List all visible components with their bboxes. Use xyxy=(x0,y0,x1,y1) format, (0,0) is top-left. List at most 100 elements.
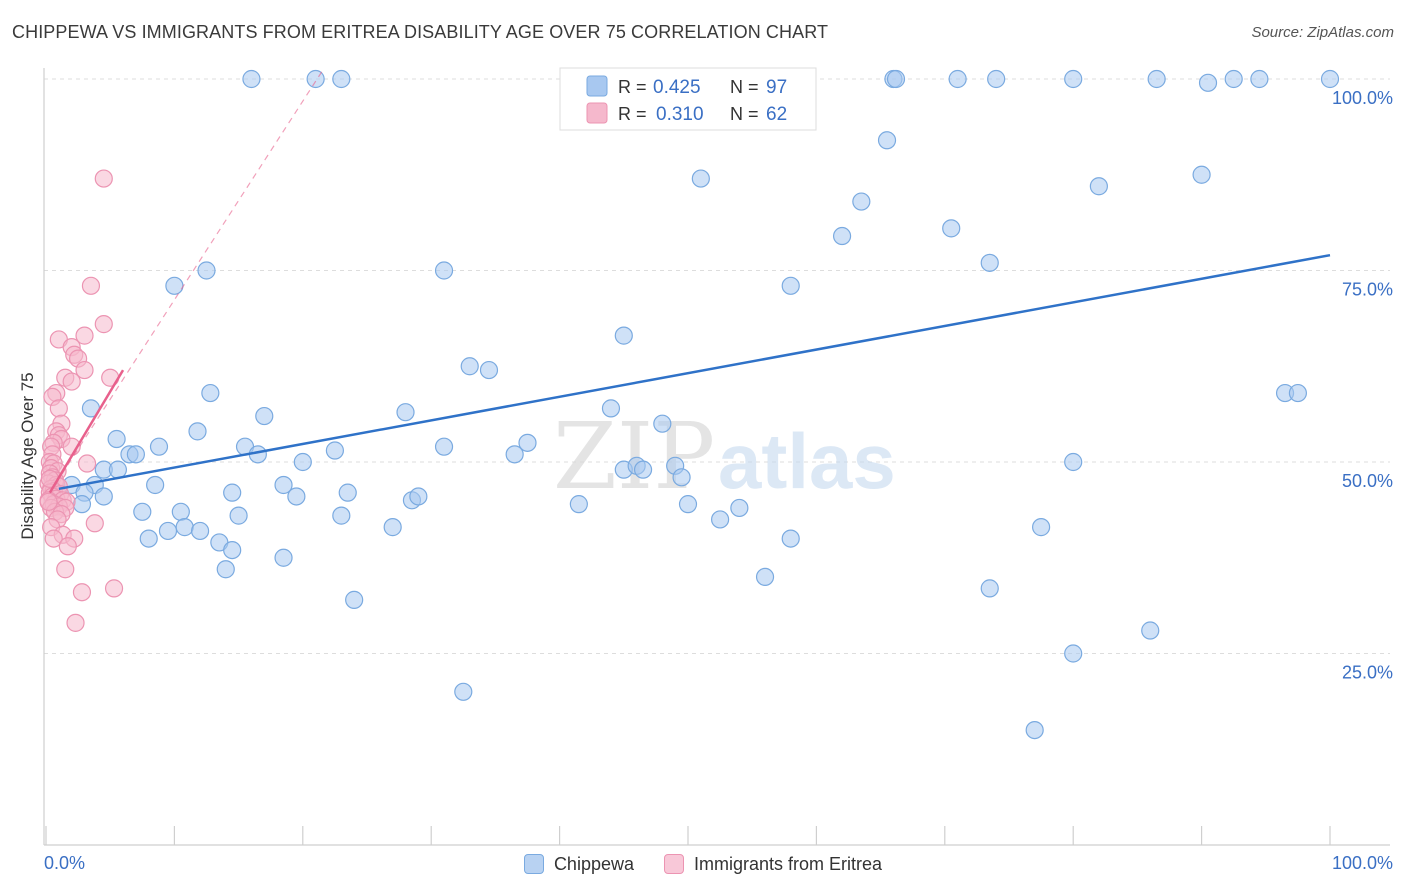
chippewa-point xyxy=(175,518,194,537)
eritrea-point xyxy=(75,360,94,380)
legend-swatch-eritrea xyxy=(664,854,684,874)
chippewa-point xyxy=(877,131,897,150)
chippewa-point xyxy=(201,383,220,403)
chippewa-point xyxy=(1250,69,1269,89)
chippewa-point xyxy=(730,498,749,518)
chippewa-point xyxy=(197,261,216,280)
data-points xyxy=(39,69,1340,740)
chippewa-point xyxy=(274,548,293,567)
x-tick-label: 0.0% xyxy=(44,853,85,873)
chippewa-trend-line xyxy=(58,253,1331,491)
chippewa-point xyxy=(396,403,415,422)
y-tick-label: 75.0% xyxy=(1342,280,1393,300)
source-label: Source: ZipAtlas.com xyxy=(1251,24,1394,41)
eritrea-point xyxy=(66,613,85,632)
chippewa-point xyxy=(633,460,653,479)
eritrea-legend-swatch xyxy=(586,102,608,124)
chippewa-point xyxy=(1192,165,1211,184)
chippewa-point xyxy=(886,69,906,89)
eritrea-point xyxy=(81,276,101,295)
chippewa-point xyxy=(383,518,402,537)
chippewa-point xyxy=(188,422,207,441)
chippewa-point xyxy=(434,437,454,456)
chippewa-point xyxy=(158,521,178,541)
chippewa-point xyxy=(338,483,357,502)
chippewa-point xyxy=(332,69,351,89)
chippewa-point xyxy=(1224,69,1243,89)
chippewa-point xyxy=(126,445,145,464)
eritrea-r-value: 0.310 xyxy=(656,104,704,125)
chippewa-point xyxy=(332,506,351,525)
axes xyxy=(43,68,1390,846)
chippewa-point xyxy=(672,468,691,487)
chippewa-point xyxy=(832,226,852,246)
chippewa-point xyxy=(980,579,999,598)
chippewa-point xyxy=(242,69,261,89)
chippewa-point xyxy=(948,69,967,89)
chippewa-point xyxy=(1288,383,1308,403)
eritrea-point xyxy=(44,529,63,548)
chippewa-point xyxy=(190,521,210,541)
chippewa-point xyxy=(229,506,248,525)
chippewa-point xyxy=(434,261,454,280)
y-tick-label: 25.0% xyxy=(1342,663,1393,683)
chippewa-point xyxy=(987,69,1006,89)
chippewa-point xyxy=(852,192,871,211)
series-legend: Chippewa Immigrants from Eritrea xyxy=(0,850,1406,878)
chippewa-point xyxy=(325,441,344,460)
chippewa-point xyxy=(72,495,92,514)
chippewa-point xyxy=(460,357,479,376)
chippewa-point xyxy=(1031,518,1051,537)
chippewa-point xyxy=(139,529,158,548)
chippewa-point xyxy=(1141,621,1160,640)
eritrea-point xyxy=(75,326,94,345)
watermark-atlas: atlas xyxy=(718,417,896,505)
chippewa-point xyxy=(454,682,473,701)
chippewa-point xyxy=(755,567,775,587)
chippewa-n-value: 97 xyxy=(766,77,787,98)
chippewa-legend-swatch xyxy=(586,75,608,97)
chippewa-point xyxy=(942,219,961,238)
chippewa-point xyxy=(223,540,242,560)
chippewa-point xyxy=(345,590,364,609)
chippewa-point xyxy=(505,445,524,464)
chippewa-point xyxy=(274,475,293,495)
watermark-zip: ZIP xyxy=(553,403,715,510)
chippewa-point xyxy=(293,452,312,472)
eritrea-point xyxy=(94,169,113,188)
chippewa-point xyxy=(409,487,428,506)
stats-legend: R = 0.425 N = 97 R = 0.310 N = 62 xyxy=(559,67,817,131)
grid-lines xyxy=(44,78,1390,654)
chippewa-point xyxy=(255,406,274,426)
legend-item-chippewa: Chippewa xyxy=(523,854,634,875)
y-tick-label: 50.0% xyxy=(1342,471,1393,491)
legend-swatch-chippewa xyxy=(523,854,544,874)
chippewa-point xyxy=(1064,69,1083,89)
legend-item-eritrea: Immigrants from Eritrea xyxy=(664,854,882,875)
chippewa-point xyxy=(601,399,621,418)
chippewa-point xyxy=(171,502,190,521)
chippewa-point xyxy=(1064,452,1083,472)
chippewa-point xyxy=(678,495,698,514)
eritrea-n-value: 62 xyxy=(766,104,787,125)
eritrea-point xyxy=(62,372,81,391)
chippewa-point xyxy=(1147,69,1166,89)
tick-labels: 25.0% 50.0% 75.0% 100.0% 0.0% 100.0% xyxy=(44,88,1393,873)
chippewa-point xyxy=(1198,73,1218,92)
chippewa-point xyxy=(216,560,235,579)
chippewa-point xyxy=(479,360,499,380)
chippewa-point xyxy=(165,276,184,295)
eritrea-point xyxy=(58,537,77,556)
chippewa-point xyxy=(569,495,588,514)
chippewa-r-value: 0.425 xyxy=(653,77,701,98)
eritrea-point xyxy=(104,579,124,598)
eritrea-point xyxy=(56,560,75,579)
chippewa-point xyxy=(149,437,169,456)
chippewa-point xyxy=(614,326,633,345)
trend-lines xyxy=(48,71,1331,494)
chippewa-r-label: R = xyxy=(618,77,647,97)
eritrea-n-label: N = xyxy=(730,104,759,124)
chippewa-point xyxy=(1320,69,1340,89)
watermark: ZIP atlas xyxy=(553,403,896,510)
